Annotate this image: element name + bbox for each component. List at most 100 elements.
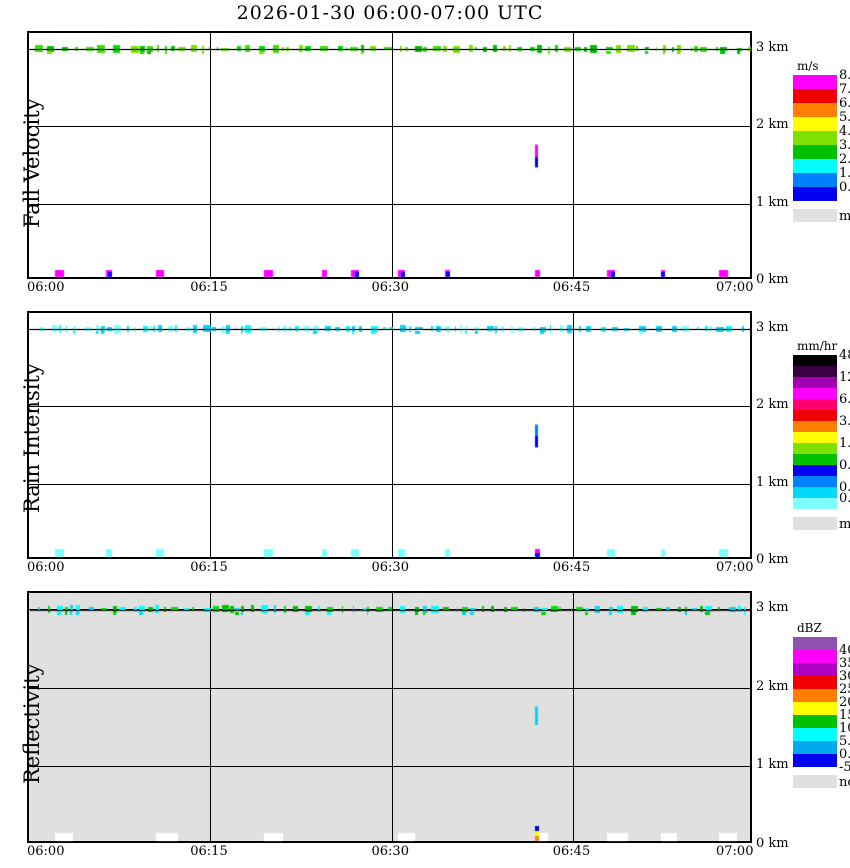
colorbar-swatch xyxy=(793,377,837,388)
y-tick-3km: 3 km xyxy=(756,39,789,55)
x-tick-0700: 07:00 xyxy=(716,280,754,295)
colorbar-tick-label: 2.0 xyxy=(839,152,850,167)
colorbar-swatch xyxy=(793,728,837,741)
colorbar-tick-label: 5.0 xyxy=(839,110,850,125)
colorbar-tick-label: 10.0 xyxy=(839,721,850,736)
axis-title-1: Fall Velocity xyxy=(20,98,44,228)
x-tick-0600: 06:00 xyxy=(27,844,65,859)
colorbar-tick-label: 0.0 xyxy=(839,180,850,195)
colorbar-missing-swatch xyxy=(793,775,837,788)
radar-data-canvas xyxy=(30,34,751,278)
x-tick-0630: 06:30 xyxy=(371,844,409,859)
colorbar-swatch xyxy=(793,650,837,663)
colorbar-tick-label: 5.0 xyxy=(839,734,850,749)
colorbar-unit-label: m/s xyxy=(797,59,819,73)
radar-data-canvas xyxy=(30,314,751,558)
colorbar-swatch xyxy=(793,159,837,173)
colorbar-tick-label: 0.0 xyxy=(839,747,850,762)
colorbar-missing-swatch xyxy=(793,517,837,530)
x-tick-0630: 06:30 xyxy=(371,560,409,575)
colorbar-swatch xyxy=(793,388,837,399)
colorbar-tick-label: 8.0 xyxy=(839,68,850,83)
colorbar-missing-label: none xyxy=(839,775,850,790)
colorbar-tick-label: 30.0 xyxy=(839,669,850,684)
colorbar-swatch xyxy=(793,131,837,145)
colorbar-swatch xyxy=(793,741,837,754)
y-tick-3km: 3 km xyxy=(756,599,789,615)
colorbar-tick-label: 1.5 xyxy=(839,436,850,451)
colorbar-unit-label: dBZ xyxy=(797,621,822,635)
x-tick-0645: 06:45 xyxy=(552,280,591,295)
colorbar-swatch xyxy=(793,487,837,498)
colorbar-swatch xyxy=(793,454,837,465)
colorbar-tick-label: 15.0 xyxy=(839,708,850,723)
colorbar-gradient xyxy=(793,637,837,767)
x-tick-0700: 07:00 xyxy=(716,844,754,859)
x-tick-0630: 06:30 xyxy=(371,280,409,295)
colorbar-swatch xyxy=(793,187,837,201)
colorbar-tick-label: 1.0 xyxy=(839,166,850,181)
colorbar-tick-label: -5.0 xyxy=(839,760,850,775)
colorbar-missing-label: miss xyxy=(839,517,850,532)
colorbar-tick-label: 48.0 xyxy=(839,348,850,363)
x-tick-0700: 07:00 xyxy=(716,560,754,575)
colorbar-swatch xyxy=(793,443,837,454)
colorbar-swatch xyxy=(793,355,837,366)
colorbar-tick-label: 40.0 xyxy=(839,643,850,658)
colorbar-swatch xyxy=(793,432,837,443)
plot-panel-2 xyxy=(27,311,752,559)
colorbar-swatch xyxy=(793,465,837,476)
colorbar-swatch xyxy=(793,145,837,159)
colorbar-swatch xyxy=(793,689,837,702)
y-tick-0km: 0 km xyxy=(756,836,789,851)
page-title: 2026-01-30 06:00-07:00 UTC xyxy=(236,2,544,24)
y-tick-2km: 2 km xyxy=(756,678,789,694)
x-tick-0645: 06:45 xyxy=(552,560,591,575)
colorbar-tick-label: 0.0 xyxy=(839,491,850,506)
colorbar-unit-label: mm/hr xyxy=(797,339,838,353)
y-tick-1km: 1 km xyxy=(756,474,789,490)
y-tick-0km: 0 km xyxy=(756,552,789,567)
colorbar-swatch xyxy=(793,663,837,676)
colorbar-tick-label: 6.0 xyxy=(839,96,850,111)
x-tick-0615: 06:15 xyxy=(190,280,228,295)
colorbar-swatch xyxy=(793,754,837,767)
x-tick-0615: 06:15 xyxy=(190,560,228,575)
plot-panel-3 xyxy=(27,591,752,843)
colorbar-swatch xyxy=(793,89,837,103)
colorbar-swatch xyxy=(793,676,837,689)
colorbar-swatch xyxy=(793,117,837,131)
y-tick-2km: 2 km xyxy=(756,117,789,132)
axis-title-2: Rain Intensity xyxy=(20,363,44,514)
x-tick-0645: 06:45 xyxy=(552,844,591,859)
colorbar-tick-label: 12.0 xyxy=(839,370,850,385)
axis-title-3: Reflectivity xyxy=(20,663,44,785)
colorbar-gradient xyxy=(793,75,837,201)
y-tick-3km: 3 km xyxy=(756,319,789,335)
y-tick-2km: 2 km xyxy=(756,397,789,412)
colorbar-gradient xyxy=(793,355,837,509)
y-tick-1km: 1 km xyxy=(756,757,789,773)
colorbar-swatch xyxy=(793,637,837,650)
colorbar-tick-label: 0.5 xyxy=(839,458,850,473)
x-tick-0600: 06:00 xyxy=(27,560,65,575)
colorbar-missing-swatch xyxy=(793,209,837,222)
colorbar-swatch xyxy=(793,75,837,89)
colorbar-swatch xyxy=(793,399,837,410)
colorbar-tick-label: 4.0 xyxy=(839,124,850,139)
plot-panel-1 xyxy=(27,31,752,279)
colorbar-swatch xyxy=(793,498,837,509)
y-tick-0km: 0 km xyxy=(756,272,789,287)
colorbar-swatch xyxy=(793,103,837,117)
colorbar-swatch xyxy=(793,173,837,187)
colorbar-missing-label: miss xyxy=(839,209,850,224)
colorbar-swatch xyxy=(793,476,837,487)
colorbar-swatch xyxy=(793,421,837,432)
colorbar-swatch xyxy=(793,410,837,421)
colorbar-tick-label: 7.0 xyxy=(839,82,850,97)
colorbar-tick-label: 35.0 xyxy=(839,656,850,671)
colorbar-swatch xyxy=(793,715,837,728)
colorbar-swatch xyxy=(793,702,837,715)
colorbar-tick-label: 0.1 xyxy=(839,480,850,495)
colorbar-tick-label: 25.0 xyxy=(839,682,850,697)
